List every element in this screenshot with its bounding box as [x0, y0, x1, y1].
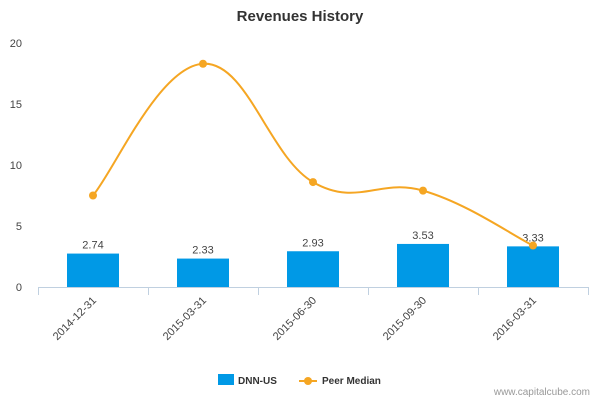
bar-data-label: 2.93 — [302, 237, 323, 249]
legend-label-dnn-us: DNN-US — [238, 376, 277, 387]
bar — [67, 253, 119, 287]
x-tick-label: 2016-03-31 — [491, 295, 539, 343]
y-tick-label: 20 — [10, 38, 22, 50]
legend-label-peer-median: Peer Median — [322, 376, 381, 387]
line-series — [89, 59, 537, 250]
y-axis: 0 5 10 15 20 — [10, 38, 22, 294]
x-tick-label: 2015-09-30 — [381, 295, 429, 343]
bar-data-label: 3.33 — [522, 232, 543, 244]
bar-data-label: 3.53 — [412, 230, 433, 242]
legend-swatch-peer-median-marker — [304, 377, 312, 385]
x-axis: 2014-12-31 2015-03-31 2015-06-30 2015-09-30… — [38, 287, 589, 343]
peer-median-point — [419, 186, 427, 195]
bar — [177, 258, 229, 287]
peer-median-point — [89, 191, 97, 200]
x-tick-label: 2015-03-31 — [161, 295, 209, 343]
y-tick-label: 5 — [16, 221, 22, 233]
bar — [507, 246, 559, 287]
peer-median-line — [92, 62, 534, 247]
peer-median-point — [199, 59, 207, 68]
bar — [287, 251, 339, 287]
bar-series — [67, 243, 559, 287]
legend-swatch-dnn-us — [218, 374, 234, 385]
y-tick-label: 0 — [16, 282, 22, 294]
chart-title: Revenues History — [237, 8, 364, 25]
y-tick-label: 10 — [10, 160, 22, 172]
peer-median-point — [529, 241, 537, 250]
credit-text: www.capitalcube.com — [493, 387, 590, 398]
peer-median-point — [309, 178, 317, 187]
x-tick-label: 2014-12-31 — [51, 295, 99, 343]
bar — [397, 243, 449, 287]
x-tick-label: 2015-06-30 — [271, 295, 319, 343]
bar-data-labels: 2.74 2.33 2.93 3.53 3.33 — [82, 230, 543, 257]
legend: DNN-US Peer Median — [218, 374, 381, 387]
y-tick-label: 15 — [10, 99, 22, 111]
bar-data-label: 2.33 — [192, 245, 213, 257]
bar-data-label: 2.74 — [82, 240, 103, 252]
